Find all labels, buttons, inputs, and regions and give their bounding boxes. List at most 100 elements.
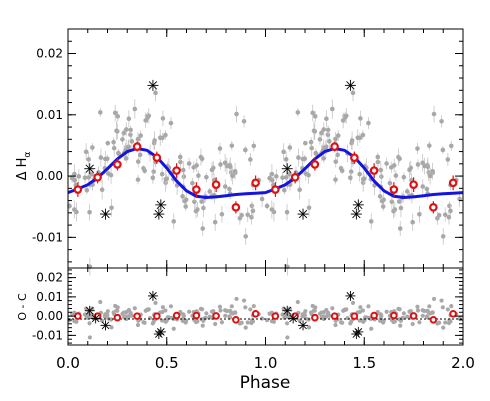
data-point	[222, 184, 228, 189]
data-point	[410, 219, 415, 225]
data-point	[137, 152, 143, 158]
residual-outlier-marker	[288, 313, 299, 324]
data-point	[358, 116, 363, 121]
binned-point	[271, 185, 280, 194]
residual-binned-point	[113, 313, 122, 322]
residual-point	[135, 322, 141, 328]
residual-point	[109, 325, 114, 330]
residual-point	[312, 308, 317, 313]
outlier-marker	[281, 163, 293, 175]
residual-binned-point	[172, 311, 181, 320]
residual-point	[113, 303, 118, 309]
outlier-stroke	[289, 314, 298, 323]
data-point	[230, 173, 235, 179]
residual-point	[239, 320, 244, 325]
binned-point	[192, 185, 201, 194]
data-point	[287, 171, 292, 177]
data-point	[135, 177, 141, 182]
data-point	[312, 129, 318, 134]
residual-binned-point	[251, 310, 260, 318]
binned-point	[231, 203, 241, 212]
data-point	[269, 171, 275, 177]
residual-point	[297, 318, 302, 323]
residual-point	[120, 311, 125, 316]
outlier-stroke	[346, 81, 355, 90]
data-point	[355, 135, 361, 141]
residual-outlier-marker	[90, 313, 101, 324]
residual-ylabel: O - C	[16, 293, 29, 321]
binned-point	[369, 166, 379, 175]
residual-point	[405, 314, 410, 319]
data-point	[199, 199, 204, 204]
data-point	[335, 133, 341, 138]
residual-point	[143, 308, 148, 313]
data-point	[310, 110, 315, 116]
data-point	[333, 136, 338, 142]
data-point	[251, 143, 257, 149]
main-outlier-markers	[84, 79, 364, 220]
residual-point	[303, 316, 308, 321]
residual-point	[303, 309, 308, 314]
residual-outlier-marker	[147, 290, 158, 301]
data-point	[194, 163, 200, 168]
data-point	[105, 140, 111, 146]
data-point	[157, 135, 163, 141]
data-point	[357, 171, 362, 177]
data-point	[391, 163, 397, 168]
data-point	[281, 149, 286, 155]
data-point	[380, 204, 386, 209]
residual-point	[245, 320, 250, 325]
x-tick-label: 0.5	[155, 354, 179, 372]
outlier-stroke	[85, 164, 94, 173]
data-point	[420, 160, 425, 166]
data-point	[391, 208, 396, 214]
x-tick-label: 1.0	[254, 354, 278, 372]
data-point	[84, 187, 90, 193]
data-point	[325, 127, 331, 133]
data-point	[248, 157, 253, 162]
data-point	[297, 187, 302, 192]
residual-point	[227, 314, 232, 319]
residual-data-points	[67, 296, 462, 340]
residual-point	[132, 306, 137, 311]
residual-binned-point	[232, 315, 240, 324]
residual-point	[204, 311, 209, 316]
residual-point	[378, 312, 383, 317]
residual-binned-point	[192, 311, 201, 320]
residual-outlier-marker	[345, 290, 356, 301]
data-point	[312, 114, 318, 119]
data-point	[431, 111, 437, 117]
residual-point	[420, 313, 425, 318]
residual-point	[317, 311, 323, 316]
residual-point	[147, 315, 153, 321]
residual-point	[350, 300, 356, 305]
data-point	[439, 118, 444, 124]
residual-point	[330, 306, 335, 311]
data-point	[387, 180, 393, 186]
residual-point	[380, 319, 385, 324]
residual-point	[229, 304, 234, 309]
data-point	[430, 168, 435, 174]
data-point	[375, 159, 381, 165]
data-point	[448, 208, 453, 214]
residual-binned-point	[429, 315, 438, 324]
residual-point	[213, 321, 218, 327]
data-point	[200, 226, 206, 231]
outlier-marker	[153, 208, 165, 220]
residual-binned-point	[153, 312, 161, 320]
binned-point	[172, 166, 181, 175]
residual-point	[243, 305, 248, 310]
residual-point	[87, 335, 92, 340]
residual-binned-point	[271, 312, 280, 320]
residual-point	[417, 320, 422, 325]
data-point	[340, 118, 346, 123]
data-point	[348, 169, 354, 174]
x-tick-label: 2.0	[451, 354, 475, 372]
outlier-stroke	[101, 209, 110, 219]
data-point	[389, 199, 395, 205]
binned-point	[448, 178, 458, 188]
residual-outlier-marker	[155, 326, 166, 337]
residual-point	[333, 322, 338, 328]
data-point	[448, 143, 454, 149]
